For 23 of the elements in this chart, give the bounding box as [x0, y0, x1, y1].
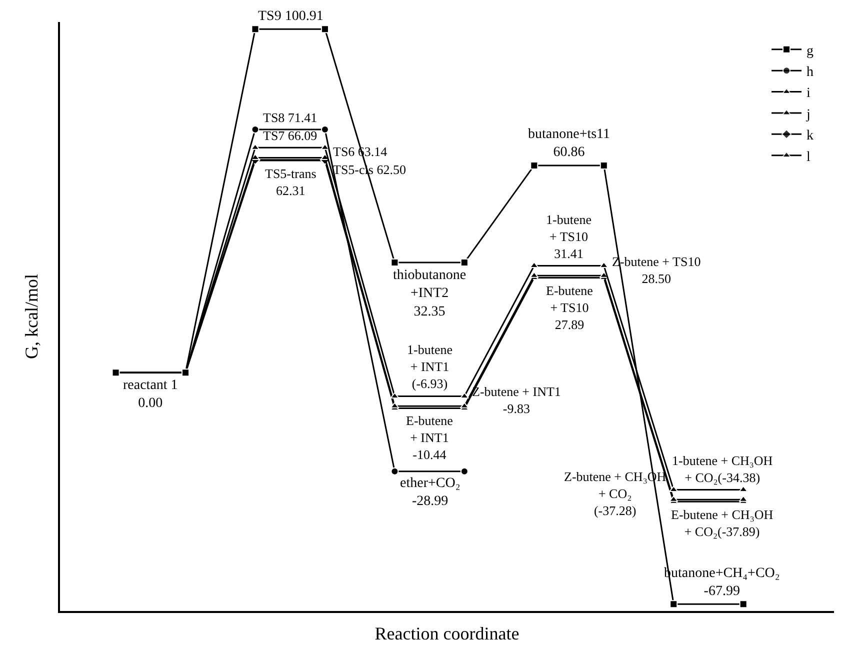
data-label: ether+CO₂ -28.99	[400, 476, 460, 510]
data-label: TS8 71.41	[263, 110, 318, 125]
data-label: reactant 1 0.00	[123, 378, 178, 412]
data-label: Z-butene + INT1 -9.83	[472, 384, 561, 416]
x-axis-title: Reaction coordinate	[374, 624, 520, 644]
legend-label: h	[806, 65, 814, 80]
data-label: thiobutanone +INT2 32.35	[393, 268, 466, 320]
legend-label: i	[806, 86, 811, 102]
data-label: TS7 66.09	[263, 128, 318, 143]
legend-label: k	[806, 128, 814, 144]
data-label: E-butene + INT1 -10.44	[406, 413, 454, 462]
y-axis-title: G, kcal/mol	[22, 274, 42, 359]
data-label: 1-butene + TS10 31.41	[546, 212, 592, 261]
data-label: 1-butene + CH₃OH + CO₂(-34.38)	[672, 453, 773, 485]
data-label: E-butene + TS10 27.89	[546, 283, 594, 332]
data-label: butanone+ts11 60.86	[528, 127, 610, 160]
legend-label: j	[806, 107, 810, 122]
data-label: E-butene + CH₃OH + CO₂(-37.89)	[671, 507, 774, 539]
legend-label: g	[806, 44, 814, 59]
data-label: TS9 100.91	[258, 9, 324, 24]
legend-label: l	[806, 150, 811, 165]
data-label: TS5-trans 62.31	[265, 166, 316, 198]
data-label: 1-butene + INT1 (-6.93)	[407, 342, 453, 391]
